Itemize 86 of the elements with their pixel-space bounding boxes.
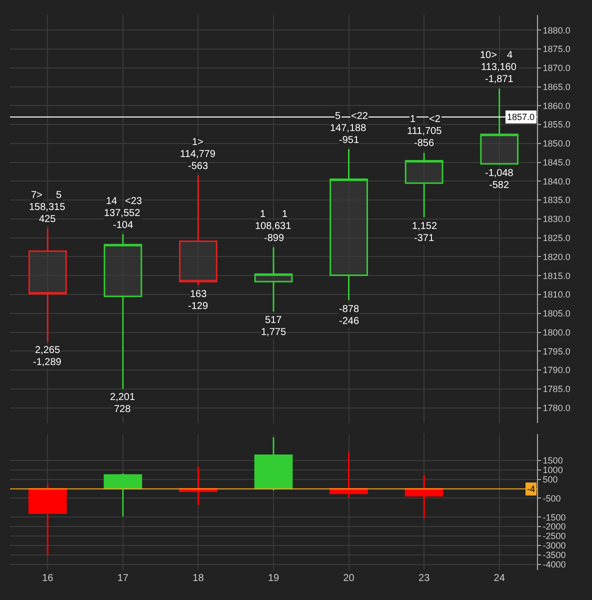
annotation: -951 bbox=[339, 135, 360, 146]
y-tick-label: 1805.0 bbox=[542, 308, 570, 319]
y-tick-label: 1860.0 bbox=[542, 100, 570, 111]
annotation: 5 bbox=[56, 190, 62, 201]
annotation: 1 bbox=[282, 209, 288, 220]
y-tick-label: 1815.0 bbox=[542, 270, 570, 281]
annotation: 1 bbox=[260, 209, 266, 220]
ref-line-label: -4 bbox=[527, 484, 536, 494]
y-tick-label: 1835.0 bbox=[542, 195, 570, 206]
y-tick-label: -4000 bbox=[542, 559, 566, 570]
annotation: 114,779 bbox=[180, 149, 216, 160]
y-tick-label: 1875.0 bbox=[542, 44, 570, 54]
y-tick-label: 500 bbox=[542, 474, 558, 485]
y-tick-label: 1500 bbox=[542, 456, 563, 466]
ref-line-label: 1857.0 bbox=[507, 112, 535, 122]
y-tick-label: -3500 bbox=[542, 550, 566, 560]
annotation: -1,289 bbox=[33, 357, 62, 368]
annotation: 113,160 bbox=[481, 62, 517, 73]
annotation: -899 bbox=[264, 233, 284, 244]
x-tick-label: 18 bbox=[192, 573, 204, 584]
annotation: -246 bbox=[339, 316, 360, 327]
y-tick-label: 1855.0 bbox=[542, 120, 570, 130]
annotation: 7> bbox=[31, 190, 43, 201]
annotation: 2,265 bbox=[35, 345, 60, 356]
annotation: 2,201 bbox=[110, 392, 136, 403]
candlestick bbox=[254, 246, 293, 312]
annotation: 1,152 bbox=[412, 221, 438, 232]
annotation: 1> bbox=[192, 137, 204, 148]
y-tick-label: 1795.0 bbox=[542, 346, 570, 356]
annotation: 425 bbox=[39, 214, 56, 225]
annotation: <22 bbox=[351, 111, 368, 122]
y-tick-label: -3000 bbox=[542, 540, 566, 551]
y-tick-label: -2500 bbox=[542, 531, 566, 542]
y-tick-label: 1780.0 bbox=[542, 402, 570, 413]
candlestick bbox=[404, 152, 444, 218]
y-tick-label: 1800.0 bbox=[542, 327, 570, 338]
annotation: <2 bbox=[429, 114, 441, 125]
y-tick-label: -1500 bbox=[542, 512, 566, 522]
annotation: -1,871 bbox=[485, 74, 514, 85]
annotation: 5 bbox=[335, 111, 341, 122]
x-tick-label: 17 bbox=[117, 573, 129, 584]
y-tick-label: 1785.0 bbox=[542, 384, 570, 394]
annotation: 158,315 bbox=[29, 202, 66, 213]
x-tick-label: 24 bbox=[494, 573, 506, 584]
annotation: -104 bbox=[113, 220, 134, 231]
candlestick bbox=[179, 174, 218, 286]
candlestick bbox=[104, 472, 142, 518]
annotation: 1 bbox=[410, 114, 416, 125]
annotation: 728 bbox=[114, 404, 132, 415]
annotation: 4 bbox=[507, 50, 513, 61]
y-tick-label: 1870.0 bbox=[542, 63, 570, 74]
y-tick-label: 1850.0 bbox=[542, 138, 570, 149]
x-tick-label: 16 bbox=[42, 573, 54, 584]
annotation: -563 bbox=[188, 161, 208, 172]
annotation: 163 bbox=[190, 289, 208, 300]
annotation: -878 bbox=[339, 304, 360, 315]
y-tick-label: 1810.0 bbox=[542, 290, 570, 300]
y-tick-label: 1865.0 bbox=[542, 82, 570, 92]
y-tick-label: 1830.0 bbox=[542, 214, 570, 224]
y-tick-label: 1845.0 bbox=[542, 157, 570, 168]
annotation: 137,552 bbox=[104, 208, 141, 219]
y-tick-label: 1820.0 bbox=[542, 252, 570, 262]
x-tick-label: 20 bbox=[343, 573, 355, 584]
annotation: -371 bbox=[414, 233, 434, 244]
annotation: 517 bbox=[265, 315, 282, 326]
annotation: <23 bbox=[125, 196, 142, 207]
annotation: -582 bbox=[489, 180, 510, 191]
y-tick-label: 1880.0 bbox=[542, 25, 570, 36]
candlestick bbox=[28, 228, 67, 342]
annotation: 108,631 bbox=[255, 221, 292, 232]
annotation: 14 bbox=[106, 196, 118, 207]
y-tick-label: 1790.0 bbox=[542, 365, 570, 376]
annotation: 147,188 bbox=[330, 123, 367, 134]
y-tick-label: -2000 bbox=[542, 522, 566, 532]
y-tick-label: 1825.0 bbox=[542, 233, 570, 243]
annotation: 10> bbox=[480, 50, 498, 61]
annotation: -1,048 bbox=[485, 168, 514, 179]
y-tick-label: 1000 bbox=[542, 465, 563, 476]
y-tick-label: -500 bbox=[542, 493, 561, 504]
annotation: -129 bbox=[188, 301, 208, 312]
x-tick-label: 23 bbox=[418, 573, 430, 584]
x-tick-label: 19 bbox=[268, 573, 280, 584]
annotation: -856 bbox=[414, 138, 434, 149]
annotation: 1,775 bbox=[261, 327, 286, 338]
y-tick-label: 1840.0 bbox=[542, 176, 570, 186]
annotation: 111,705 bbox=[407, 126, 442, 137]
